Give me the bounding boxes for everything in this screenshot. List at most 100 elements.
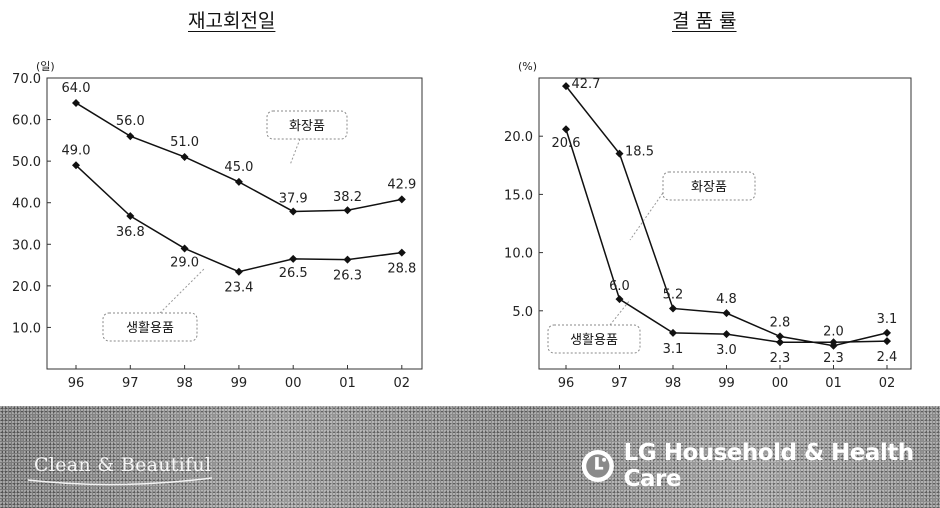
tagline-swoosh-icon xyxy=(27,477,213,486)
data-point xyxy=(234,267,243,276)
legend-callout-box xyxy=(547,324,641,354)
data-label: 38.2 xyxy=(333,190,362,205)
x-tick-label: 98 xyxy=(176,376,193,391)
data-point xyxy=(669,328,677,337)
y-tick-label: 15.0 xyxy=(504,188,533,203)
data-point xyxy=(289,254,298,263)
data-label: 3.0 xyxy=(716,343,737,358)
x-tick-label: 01 xyxy=(339,376,356,391)
x-tick-label: 97 xyxy=(611,376,628,391)
data-label: 3.1 xyxy=(877,312,898,327)
data-label: 37.9 xyxy=(279,191,308,206)
x-tick-label: 96 xyxy=(68,376,85,391)
inventory-days-chart: (일)70.0 60.0 50.0 40.0 30.0 20.0 10.0 96 97 98 99 0… xyxy=(12,59,423,391)
callout-leader xyxy=(289,138,301,166)
data-label: 56.0 xyxy=(116,114,145,129)
x-tick-label: 01 xyxy=(825,376,842,391)
data-point xyxy=(615,149,624,158)
callout-leader xyxy=(159,267,206,314)
data-point xyxy=(397,248,406,257)
lg-logo-icon xyxy=(581,449,614,483)
y-tick-label: 70.0 xyxy=(12,72,41,87)
legend-callout-label: 화장품 xyxy=(289,119,325,134)
y-tick-label: 60.0 xyxy=(12,114,41,129)
data-point xyxy=(829,338,838,347)
data-label: 2.4 xyxy=(877,350,898,365)
plot-frame xyxy=(538,77,912,370)
callout-leader xyxy=(609,299,631,326)
legend-callout-label: 생활용품 xyxy=(570,333,618,348)
data-point xyxy=(126,132,135,141)
data-label: 4.8 xyxy=(716,292,737,307)
y-tick-label: 5.0 xyxy=(512,305,533,320)
y-tick-label: 10.0 xyxy=(12,321,41,336)
data-point xyxy=(180,244,189,253)
data-label: 26.3 xyxy=(333,269,362,284)
brand-logo: LG Household & Health Care xyxy=(580,440,940,492)
x-tick-label: 00 xyxy=(285,376,302,391)
x-tick-label: 99 xyxy=(718,376,735,391)
data-label: 3.1 xyxy=(663,342,684,357)
data-label: 6.0 xyxy=(609,279,630,294)
data-label: 2.3 xyxy=(770,351,791,366)
data-label: 28.8 xyxy=(387,262,416,277)
y-tick-label: 20.0 xyxy=(504,130,533,145)
data-label: 29.0 xyxy=(170,255,199,270)
data-point xyxy=(126,212,135,221)
data-label: 18.5 xyxy=(625,145,654,160)
data-label: 20.6 xyxy=(552,136,581,151)
data-point xyxy=(180,152,189,161)
data-label: 2.8 xyxy=(770,315,791,330)
data-point xyxy=(562,125,570,134)
data-label: 5.2 xyxy=(663,287,684,302)
legend-callout-label: 생활용품 xyxy=(126,321,174,336)
data-point xyxy=(72,98,80,107)
data-point xyxy=(289,207,298,216)
y-tick-label: 40.0 xyxy=(12,197,41,212)
data-point xyxy=(397,195,406,204)
data-label: 42.9 xyxy=(387,177,416,192)
data-point xyxy=(669,304,677,313)
brand-name: LG Household & Health Care xyxy=(623,440,914,492)
chart-title-inventory-days: 재고회전일 xyxy=(188,10,276,32)
data-point xyxy=(615,295,624,304)
data-point xyxy=(722,309,731,318)
legend-callout-box xyxy=(102,312,198,342)
data-point xyxy=(343,255,352,264)
data-label: 2.3 xyxy=(823,351,844,366)
data-point xyxy=(776,332,784,341)
data-label: 36.8 xyxy=(116,225,145,240)
legend-callout-label: 화장품 xyxy=(691,180,727,195)
data-point xyxy=(722,330,731,339)
y-tick-label: 30.0 xyxy=(12,238,41,253)
data-point xyxy=(883,337,891,346)
legend-callout-box xyxy=(662,171,756,201)
x-tick-label: 99 xyxy=(231,376,248,391)
chart-title-stockout-rate: 결 품 률 xyxy=(672,10,737,32)
x-tick-label: 00 xyxy=(772,376,789,391)
data-point xyxy=(776,338,784,347)
data-label: 51.0 xyxy=(170,135,199,150)
stockout-rate-chart: (%) 20.0 15.0 10.0 5.0 96 97 98 99 00 01 02 42.7 18.5… xyxy=(504,60,912,391)
x-tick-label: 02 xyxy=(879,376,896,391)
data-point xyxy=(234,177,243,186)
plot-frame xyxy=(46,77,423,370)
data-label: 23.4 xyxy=(224,281,253,296)
y-tick-label: 10.0 xyxy=(504,247,533,262)
x-tick-label: 98 xyxy=(665,376,682,391)
y-tick-label: 20.0 xyxy=(12,280,41,295)
data-point xyxy=(343,206,352,215)
data-label: 45.0 xyxy=(224,160,253,175)
legend-callout-box xyxy=(266,110,348,140)
tagline: Clean & Beautiful xyxy=(34,454,212,476)
data-label: 2.0 xyxy=(823,325,844,340)
data-point xyxy=(562,82,570,91)
footer-banner: Clean & Beautiful LG Household & Health … xyxy=(0,406,940,508)
data-label: 64.0 xyxy=(62,81,91,96)
y-unit-label: (일) xyxy=(36,59,55,73)
data-point xyxy=(883,328,891,337)
data-label: 26.5 xyxy=(279,266,308,281)
y-unit-label: (%) xyxy=(518,60,537,73)
data-label: 42.7 xyxy=(572,77,601,92)
x-tick-label: 97 xyxy=(122,376,139,391)
